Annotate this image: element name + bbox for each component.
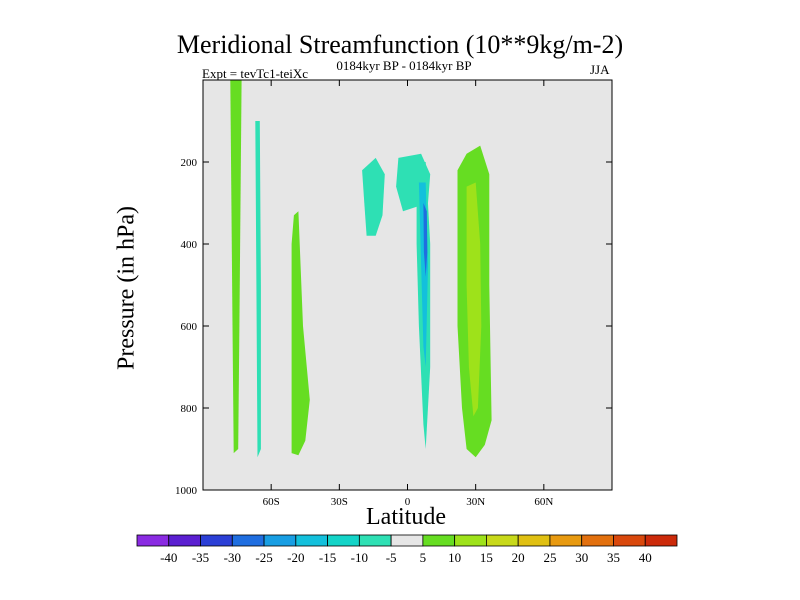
- colorbar-swatch: [295, 534, 328, 547]
- x-tick-label: 0: [405, 496, 411, 508]
- colorbar-swatch: [327, 534, 360, 547]
- colorbar-label: 15: [480, 550, 493, 565]
- y-tick-label: 400: [181, 239, 198, 251]
- colorbar-label: -40: [160, 550, 177, 565]
- colorbar-swatch: [454, 534, 487, 547]
- contour-region-tropical-cell-left: [362, 157, 385, 236]
- experiment-label: Expt = tevTc1-teiXc: [202, 66, 309, 81]
- contour-region-sh-polar-core: [255, 121, 261, 458]
- colorbar-swatch: [422, 534, 456, 547]
- colorbar-label: 40: [639, 550, 652, 565]
- colorbar-label: 10: [448, 550, 461, 565]
- colorbar-label: 20: [512, 550, 525, 565]
- x-tick-label: 30S: [331, 496, 348, 508]
- x-axis-ticks: 60S 30S 0 30N 60N: [263, 80, 553, 508]
- colorbar-label: -15: [319, 550, 336, 565]
- chart-title: Meridional Streamfunction (10**9kg/m-2): [176, 30, 624, 59]
- period-label: 0184kyr BP - 0184kyr BP: [336, 58, 472, 73]
- colorbar-swatch: [486, 534, 519, 547]
- x-tick-label: 30N: [466, 496, 485, 508]
- colorbar-swatch: [263, 534, 297, 547]
- contour-region-sh-polar-positive: [230, 80, 242, 454]
- contour-region-tropical-cell-max: [423, 203, 428, 277]
- colorbar-label: 30: [575, 550, 588, 565]
- colorbar-label: -25: [255, 550, 272, 565]
- contour-region-nh-top-strip: [446, 80, 453, 142]
- colorbar-label: -20: [287, 550, 304, 565]
- colorbar-swatch: [517, 534, 551, 547]
- colorbar-label: -5: [386, 550, 397, 565]
- colorbar-swatch: [644, 534, 678, 547]
- colorbar-label: 25: [543, 550, 556, 565]
- colorbar-swatch: [136, 534, 170, 547]
- contour-region-nh-subtropical-core: [466, 182, 482, 417]
- season-label: JJA: [590, 62, 610, 77]
- x-tick-label: 60N: [534, 496, 553, 508]
- x-axis-label: Latitude: [366, 504, 446, 530]
- y-tick-label: 1000: [175, 485, 198, 497]
- colorbar-swatch: [390, 534, 424, 547]
- colorbar-label: -35: [192, 550, 209, 565]
- x-tick-label: 60S: [263, 496, 280, 508]
- colorbar-swatch: [231, 534, 265, 547]
- contour-fields: [230, 80, 517, 478]
- colorbar-swatch: [581, 534, 614, 547]
- colorbar-label: 5: [420, 550, 427, 565]
- y-axis-ticks: 200 400 600 800 1000: [175, 157, 612, 497]
- colorbar-swatch: [168, 534, 201, 547]
- colorbar-swatch: [358, 534, 392, 547]
- colorbar-label: 35: [607, 550, 620, 565]
- y-tick-label: 200: [181, 157, 198, 169]
- colorbar-swatch: [200, 534, 233, 547]
- colorbar-swatch: [613, 534, 646, 547]
- colorbar-swatch: [549, 534, 583, 547]
- colorbar-label: -10: [351, 550, 368, 565]
- y-tick-label: 600: [181, 321, 198, 333]
- colorbar: -40 -35 -30 -25 -20 -15 -10 -5 5 10 15 20 25 30 35 40: [136, 534, 678, 565]
- y-tick-label: 800: [181, 403, 198, 415]
- contour-region-nh-midlat-negative: [502, 153, 517, 445]
- colorbar-label: -30: [224, 550, 241, 565]
- contour-region-sh-midlat-positive: [291, 211, 310, 456]
